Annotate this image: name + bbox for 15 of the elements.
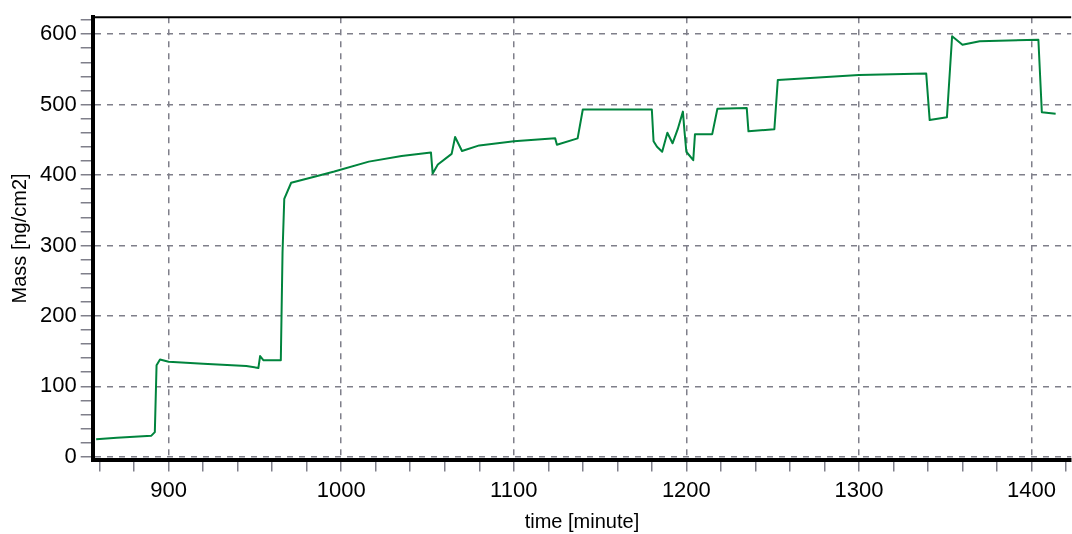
y-tick-label: 100 [39,372,77,398]
x-tick-label: 1000 [316,476,366,502]
y-axis-title: Mass [ng/cm2] [7,173,30,304]
y-tick-label: 400 [39,161,77,187]
x-tick-label: 1100 [490,476,538,502]
x-tick-label: 900 [150,476,187,502]
y-tick-label: 300 [39,231,77,257]
y-tick-label: 600 [39,20,77,46]
x-tick-label: 1400 [1007,476,1056,502]
x-axis-title: time [minute] [524,509,640,532]
x-tick-label: 1300 [834,476,884,502]
y-tick-label: 0 [64,442,77,468]
y-tick-label: 200 [39,301,77,327]
y-tick-label: 500 [39,90,77,116]
x-tick-label: 1200 [661,476,711,502]
